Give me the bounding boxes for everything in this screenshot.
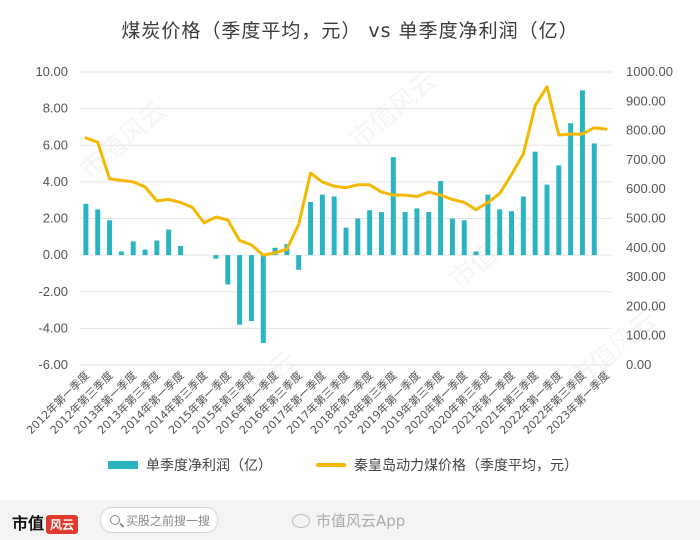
chart-title: 煤炭价格（季度平均，元） vs 单季度净利润（亿） <box>121 20 579 42</box>
bar <box>343 227 349 256</box>
legend-label-line: 秦皇岛动力煤价格（季度平均，元） <box>354 458 578 474</box>
brand-mark: 风云 <box>46 515 79 534</box>
bar <box>473 251 479 256</box>
right-tick-label: 800.00 <box>626 123 666 138</box>
bar <box>118 251 124 256</box>
bar <box>260 255 266 344</box>
bar <box>296 255 302 270</box>
bar <box>449 218 455 256</box>
bar <box>532 151 538 256</box>
bar <box>591 143 597 256</box>
left-tick-label: 10.00 <box>35 64 68 79</box>
left-tick-label: -4.00 <box>38 320 68 335</box>
legend-item-bars[interactable]: 单季度净利润（亿） <box>108 455 272 475</box>
right-axis-ticks: 1000.00 900.00 800.00 700.00 600.00 500.00 400… <box>626 64 673 372</box>
gridlines <box>80 71 612 366</box>
bar <box>497 209 503 256</box>
bar <box>178 245 183 256</box>
bar-series <box>83 90 597 344</box>
footer-bar: 市值 风云 买股之前搜一搜 市值风云App <box>0 500 700 540</box>
bar <box>154 240 160 256</box>
bar <box>248 255 254 322</box>
brand-logo[interactable]: 市值 风云 <box>12 510 79 534</box>
bar <box>579 90 585 256</box>
bar <box>426 212 432 256</box>
left-axis-ticks: 10.00 8.00 6.00 4.00 2.00 0.00 -2.00 -4.00 -6.00 <box>35 64 68 372</box>
legend-swatch-bar <box>108 461 138 469</box>
bar <box>213 255 219 259</box>
bar <box>544 184 550 256</box>
bar <box>355 218 361 256</box>
weibo-icon <box>292 513 310 528</box>
bar <box>107 220 113 256</box>
left-tick-label: -6.00 <box>38 357 68 372</box>
left-tick-label: 2.00 <box>43 211 68 226</box>
right-tick-label: 200.00 <box>626 298 666 313</box>
line-series <box>84 85 608 257</box>
left-tick-label: 0.00 <box>43 247 68 262</box>
left-tick-label: -2.00 <box>38 284 68 299</box>
weibo-label: 市值风云App <box>316 512 406 530</box>
bar <box>378 212 384 256</box>
right-tick-label: 300.00 <box>626 269 666 284</box>
bar <box>568 123 574 256</box>
x-axis-ticks: 2012年第一季度2012年第三季度2013年第一季度2013年第三季度2014… <box>23 368 612 437</box>
bar <box>319 194 325 256</box>
bar <box>225 255 231 285</box>
bar <box>367 210 373 256</box>
weibo-handle[interactable]: 市值风云App <box>292 510 405 531</box>
right-tick-label: 400.00 <box>626 240 666 255</box>
legend: 单季度净利润（亿） 秦皇岛动力煤价格（季度平均，元） <box>0 455 700 477</box>
bar <box>414 208 420 256</box>
bar <box>166 229 172 256</box>
brand-name: 市值 <box>12 514 45 533</box>
right-tick-label: 500.00 <box>626 211 666 226</box>
bar <box>461 220 467 256</box>
right-tick-label: 700.00 <box>626 152 666 167</box>
right-tick-label: 0.00 <box>626 357 651 372</box>
bar <box>509 211 514 256</box>
bar <box>331 196 337 256</box>
bar <box>402 212 408 256</box>
bar <box>308 202 314 256</box>
right-tick-label: 600.00 <box>626 181 666 196</box>
bar <box>390 157 396 256</box>
legend-swatch-line <box>316 463 346 467</box>
right-tick-label: 100.00 <box>626 328 666 343</box>
search-box[interactable]: 买股之前搜一搜 <box>100 507 218 533</box>
bar <box>556 165 562 256</box>
bar <box>95 209 101 256</box>
left-tick-label: 6.00 <box>43 137 68 152</box>
chart-canvas: 10.00 8.00 6.00 4.00 2.00 0.00 -2.00 -4.00 -6.00… <box>23 64 673 437</box>
right-tick-label: 1000.00 <box>626 64 673 79</box>
bar <box>142 249 148 256</box>
legend-item-line[interactable]: 秦皇岛动力煤价格（季度平均，元） <box>316 455 578 475</box>
bar <box>130 241 136 256</box>
search-placeholder: 买股之前搜一搜 <box>126 513 211 528</box>
bar <box>83 203 89 256</box>
price-line <box>84 85 608 257</box>
left-tick-label: 8.00 <box>43 101 68 116</box>
right-tick-label: 900.00 <box>626 93 666 108</box>
bar <box>520 196 526 256</box>
search-icon <box>110 515 120 525</box>
left-tick-label: 4.00 <box>43 174 68 189</box>
bar <box>237 255 243 325</box>
bar <box>438 180 444 256</box>
legend-label-bars: 单季度净利润（亿） <box>146 458 272 474</box>
bar <box>485 194 491 256</box>
